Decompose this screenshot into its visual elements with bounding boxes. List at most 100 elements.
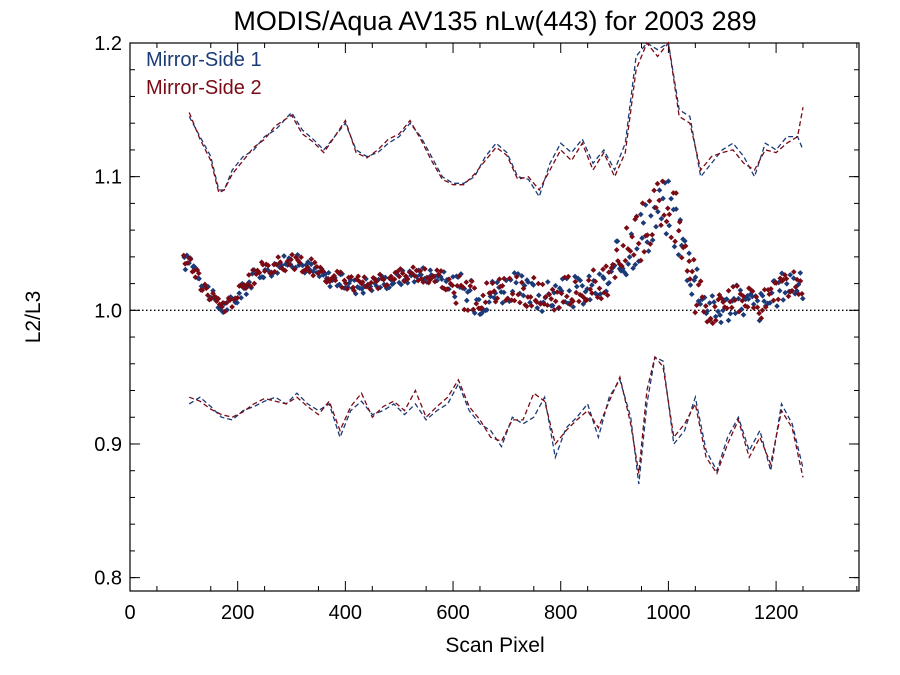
series-2-point xyxy=(673,190,679,196)
series-2-point xyxy=(627,248,634,254)
series-2-point xyxy=(699,294,706,300)
series-2-point xyxy=(489,280,496,287)
x-axis-title: Scan Pixel xyxy=(445,634,544,657)
series-1-point xyxy=(182,266,189,273)
series-2-point xyxy=(435,271,442,278)
series-2-point xyxy=(204,292,211,299)
x-tick-label: 1000 xyxy=(646,602,691,624)
series-2-point xyxy=(637,257,644,264)
series-1-point xyxy=(625,261,632,267)
series-2-point xyxy=(342,280,349,287)
series-1-point xyxy=(668,195,674,202)
series-2-point xyxy=(612,274,618,281)
series-2-point xyxy=(523,303,530,310)
series-2-point xyxy=(373,278,380,285)
series-1-point xyxy=(467,287,473,294)
series-2-point xyxy=(275,254,282,260)
series-1-point xyxy=(236,290,243,297)
series-1-point xyxy=(687,282,694,288)
series-2-point xyxy=(496,276,503,283)
series-2-point xyxy=(208,295,214,302)
series-2-point xyxy=(635,240,642,247)
series-2-point xyxy=(396,273,403,280)
series-2-point xyxy=(399,270,406,277)
series-2-point xyxy=(367,286,374,292)
series-2-point xyxy=(790,269,797,275)
series-2-point xyxy=(456,273,463,279)
series-2-point xyxy=(734,283,740,289)
y-tick-label: 1.2 xyxy=(94,33,122,55)
chart-title: MODIS/Aqua AV135 nLw(443) for 2003 289 xyxy=(233,6,756,36)
series-2-point xyxy=(629,233,635,240)
series-2-point xyxy=(444,286,451,292)
series-2-point xyxy=(712,317,719,324)
series-1-point xyxy=(238,294,244,301)
series-1-point xyxy=(632,261,639,268)
series-2-point xyxy=(377,271,383,278)
series-1-point xyxy=(549,302,556,309)
series-1-point xyxy=(704,308,711,314)
series-2-point xyxy=(410,264,416,271)
series-1-point xyxy=(486,299,492,305)
series-1-point xyxy=(325,269,332,276)
series-2-point xyxy=(739,297,746,304)
series-2-point xyxy=(286,261,293,268)
x-tick-label: 600 xyxy=(436,602,469,624)
series-2-point xyxy=(598,295,605,302)
series-1-point xyxy=(653,223,659,230)
series-1-point xyxy=(566,287,573,294)
series-2-point xyxy=(758,315,765,322)
y-axis-title: L2/L3 xyxy=(22,291,45,344)
series-2-point xyxy=(692,309,699,316)
series-2-point xyxy=(732,297,738,304)
series-1-upper-line xyxy=(188,41,804,199)
series-2-point xyxy=(609,261,616,268)
series-2-point xyxy=(384,281,390,288)
series-2-point xyxy=(180,252,187,259)
series-2-point xyxy=(520,285,527,292)
series-2-point xyxy=(589,290,595,297)
series-2-point xyxy=(744,304,751,310)
series-points xyxy=(180,178,806,327)
series-2-point xyxy=(666,211,673,218)
series-2-point xyxy=(712,303,718,310)
series-1-point xyxy=(737,287,744,294)
series-2-point xyxy=(517,299,523,306)
series-2-point xyxy=(494,295,501,302)
series-2-point xyxy=(707,315,714,322)
series-2-point xyxy=(375,285,381,292)
series-2-point xyxy=(604,292,611,299)
series-2-point xyxy=(762,304,769,310)
series-2-point xyxy=(727,298,733,305)
series-2-point xyxy=(463,279,470,286)
series-2-point xyxy=(695,281,702,288)
series-2-point xyxy=(265,262,272,269)
series-2-point xyxy=(422,266,428,272)
series-1-point xyxy=(606,279,612,286)
series-2-point xyxy=(451,289,457,296)
series-1-point xyxy=(544,279,551,285)
series-1-point xyxy=(626,254,633,260)
series-2-point xyxy=(528,302,535,309)
series-1-point xyxy=(663,230,670,237)
legend-entry-ms2: Mirror-Side 2 xyxy=(146,77,262,99)
series-2-point xyxy=(408,270,415,277)
series-1-point xyxy=(780,297,787,303)
series-1-point xyxy=(787,272,794,278)
series-1-point xyxy=(692,274,699,281)
series-2-point xyxy=(754,304,761,311)
series-2-point xyxy=(750,304,757,311)
series-2-point xyxy=(473,300,480,307)
series-2-point xyxy=(397,266,404,272)
series-2-point xyxy=(644,232,651,238)
series-2-point xyxy=(613,247,620,253)
series-2-point xyxy=(291,266,298,273)
series-2-point xyxy=(730,283,736,290)
series-2-point xyxy=(348,273,355,280)
series-1-point xyxy=(520,292,527,299)
series-1-point xyxy=(398,281,404,288)
series-2-point xyxy=(596,285,603,292)
series-2-point xyxy=(250,267,256,273)
series-2-point xyxy=(480,292,486,299)
series-2-point xyxy=(417,268,424,274)
